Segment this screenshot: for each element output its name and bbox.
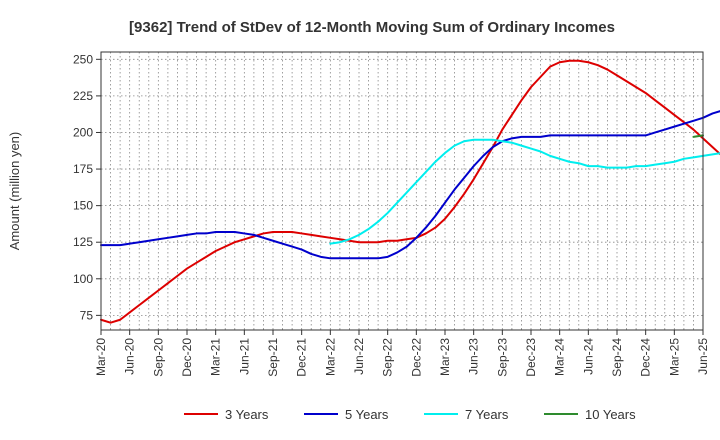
x-tick-label: Mar-23 [438, 338, 452, 376]
legend-label-10-years: 10 Years [585, 407, 636, 422]
x-tick-label: Jun-23 [467, 338, 481, 375]
x-tick-label: Jun-20 [123, 338, 137, 375]
plot-frame [100, 51, 704, 331]
x-tick-label: Mar-24 [553, 338, 567, 376]
legend-label-3-years: 3 Years [225, 407, 269, 422]
x-tick-label: Jun-22 [352, 338, 366, 375]
y-tick-label: 100 [73, 272, 93, 286]
legend-label-7-years: 7 Years [465, 407, 509, 422]
y-tick-label: 125 [73, 235, 93, 249]
y-axis-label: Amount (million yen) [7, 132, 22, 251]
series-line-10-years [692, 134, 704, 138]
legend-label-5-years: 5 Years [345, 407, 389, 422]
plot-background [101, 52, 703, 330]
series-line-5-years [100, 110, 720, 260]
x-tick-label: Mar-20 [94, 338, 108, 376]
x-tick-label: Jun-24 [581, 338, 595, 375]
legend: 3 Years 5 Years 7 Years 10 Years [184, 407, 636, 422]
x-tick-label: Sep-22 [381, 338, 395, 377]
y-tick-label: 250 [73, 52, 93, 66]
x-tick-label: Sep-20 [151, 338, 165, 377]
y-tick-labels: 75 100 125 150 175 200 225 250 [73, 52, 93, 322]
x-tick-labels: Mar-20 Jun-20 Sep-20 Dec-20 Mar-21 Jun-21 Sep-… [94, 338, 710, 377]
series-line-3-years [100, 59, 720, 324]
series-line-7-years [329, 138, 720, 245]
x-tick-label: Sep-21 [266, 338, 280, 377]
grid-lines [100, 52, 704, 330]
axes [96, 51, 704, 335]
y-tick-label: 175 [73, 162, 93, 176]
x-tick-label: Dec-22 [409, 338, 423, 377]
y-tick-label: 150 [73, 199, 93, 213]
y-tick-label: 75 [80, 308, 94, 322]
chart-title: [9362] Trend of StDev of 12-Month Moving… [129, 19, 615, 36]
x-tick-label: Jun-21 [237, 338, 251, 375]
x-tick-label: Mar-22 [323, 338, 337, 376]
plot-area [101, 52, 703, 330]
x-tick-label: Jun-25 [696, 338, 710, 375]
x-tick-label: Sep-24 [610, 338, 624, 377]
y-tick-label: 225 [73, 89, 93, 103]
x-tick-label: Dec-24 [639, 338, 653, 377]
y-tick-label: 200 [73, 125, 93, 139]
x-tick-label: Mar-25 [667, 338, 681, 376]
x-tick-label: Sep-23 [495, 338, 509, 377]
x-tick-label: Dec-21 [295, 338, 309, 377]
series-lines [100, 59, 720, 324]
x-tick-label: Dec-20 [180, 338, 194, 377]
x-tick-label: Mar-21 [209, 338, 223, 376]
x-tick-label: Dec-23 [524, 338, 538, 377]
